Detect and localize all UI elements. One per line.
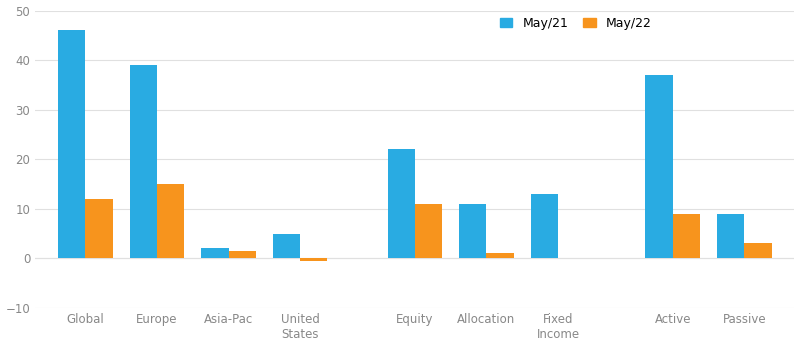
Bar [646,75,673,258]
Legend: May/21, May/22: May/21, May/22 [500,17,651,30]
Bar [300,258,327,261]
Bar [744,244,771,258]
Bar [58,31,86,258]
Bar [486,253,514,258]
Bar [717,214,744,258]
Bar [459,204,486,258]
Bar [202,248,229,258]
Bar [157,184,184,258]
Bar [273,234,300,258]
Bar [415,204,442,258]
Bar [130,65,157,258]
Bar [531,194,558,258]
Bar [387,149,415,258]
Bar [673,214,700,258]
Bar [229,251,256,258]
Bar [86,199,113,258]
